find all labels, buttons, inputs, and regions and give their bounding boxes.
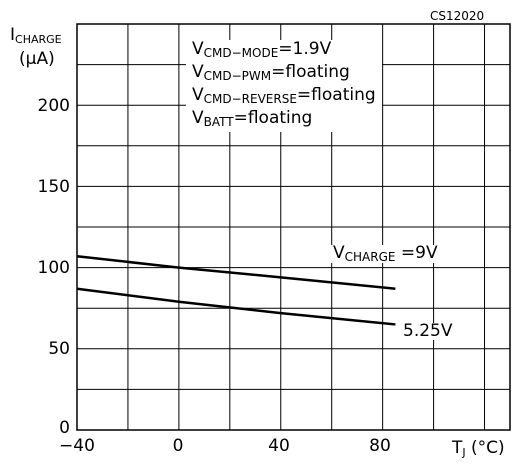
condition-main: V <box>192 62 204 82</box>
condition-main: V <box>192 85 204 105</box>
x-tick-label: 80 <box>369 436 391 456</box>
y-tick-label: 100 <box>37 258 70 278</box>
y-tick-label: 150 <box>37 177 70 197</box>
y-tick-label: 0 <box>59 418 70 438</box>
x-axis-unit: (°C) <box>471 438 505 458</box>
plot-frame <box>76 23 511 431</box>
x-tick-label: 0 <box>172 436 184 456</box>
condition-row: VCMD−REVERSE=floating <box>192 86 376 109</box>
condition-sub: CMD−MODE <box>203 46 279 60</box>
y-axis-title-sub: CHARGE <box>15 33 62 46</box>
series-label-5v: 5.25V <box>400 323 456 340</box>
series-label-value: =9V <box>400 243 438 263</box>
y-tick-label: 50 <box>48 339 70 359</box>
y-axis-unit: (μA) <box>19 49 55 69</box>
x-axis-title-sub: J <box>462 446 466 459</box>
condition-row: VBATT=floating <box>192 109 376 132</box>
condition-sub: BATT <box>203 115 234 129</box>
series-line-2 <box>76 287 396 326</box>
x-axis-title: TJ (°C) <box>452 438 505 459</box>
x-tick-label: −40 <box>59 436 95 456</box>
series-label-main: V <box>333 243 345 263</box>
condition-sub: CMD−PWM <box>203 69 272 83</box>
condition-sub: CMD−REVERSE <box>203 92 297 106</box>
condition-value: =floating <box>233 108 313 128</box>
condition-value: =floating <box>296 85 376 105</box>
condition-row: VCMD−MODE=1.9V <box>192 40 376 63</box>
y-axis-title-main: I <box>10 25 16 45</box>
conditions-box: VCMD−MODE=1.9V VCMD−PWM=floating VCMD−RE… <box>186 40 382 132</box>
condition-main: V <box>192 39 204 59</box>
figure-code: CS12020 <box>430 9 485 23</box>
x-axis-title-main: T <box>452 438 463 458</box>
y-axis-title: ICHARGE <box>10 25 62 46</box>
condition-value: =floating <box>271 62 350 82</box>
condition-row: VCMD−PWM=floating <box>192 63 376 86</box>
y-tick-label: 200 <box>37 96 70 116</box>
series-label-sub: CHARGE <box>344 250 396 264</box>
condition-value: =1.9V <box>278 39 332 59</box>
series-line-1 <box>76 254 396 290</box>
condition-main: V <box>192 108 204 128</box>
x-tick-label: 40 <box>268 436 290 456</box>
series-label-9v: VCHARGE =9V <box>330 245 441 263</box>
